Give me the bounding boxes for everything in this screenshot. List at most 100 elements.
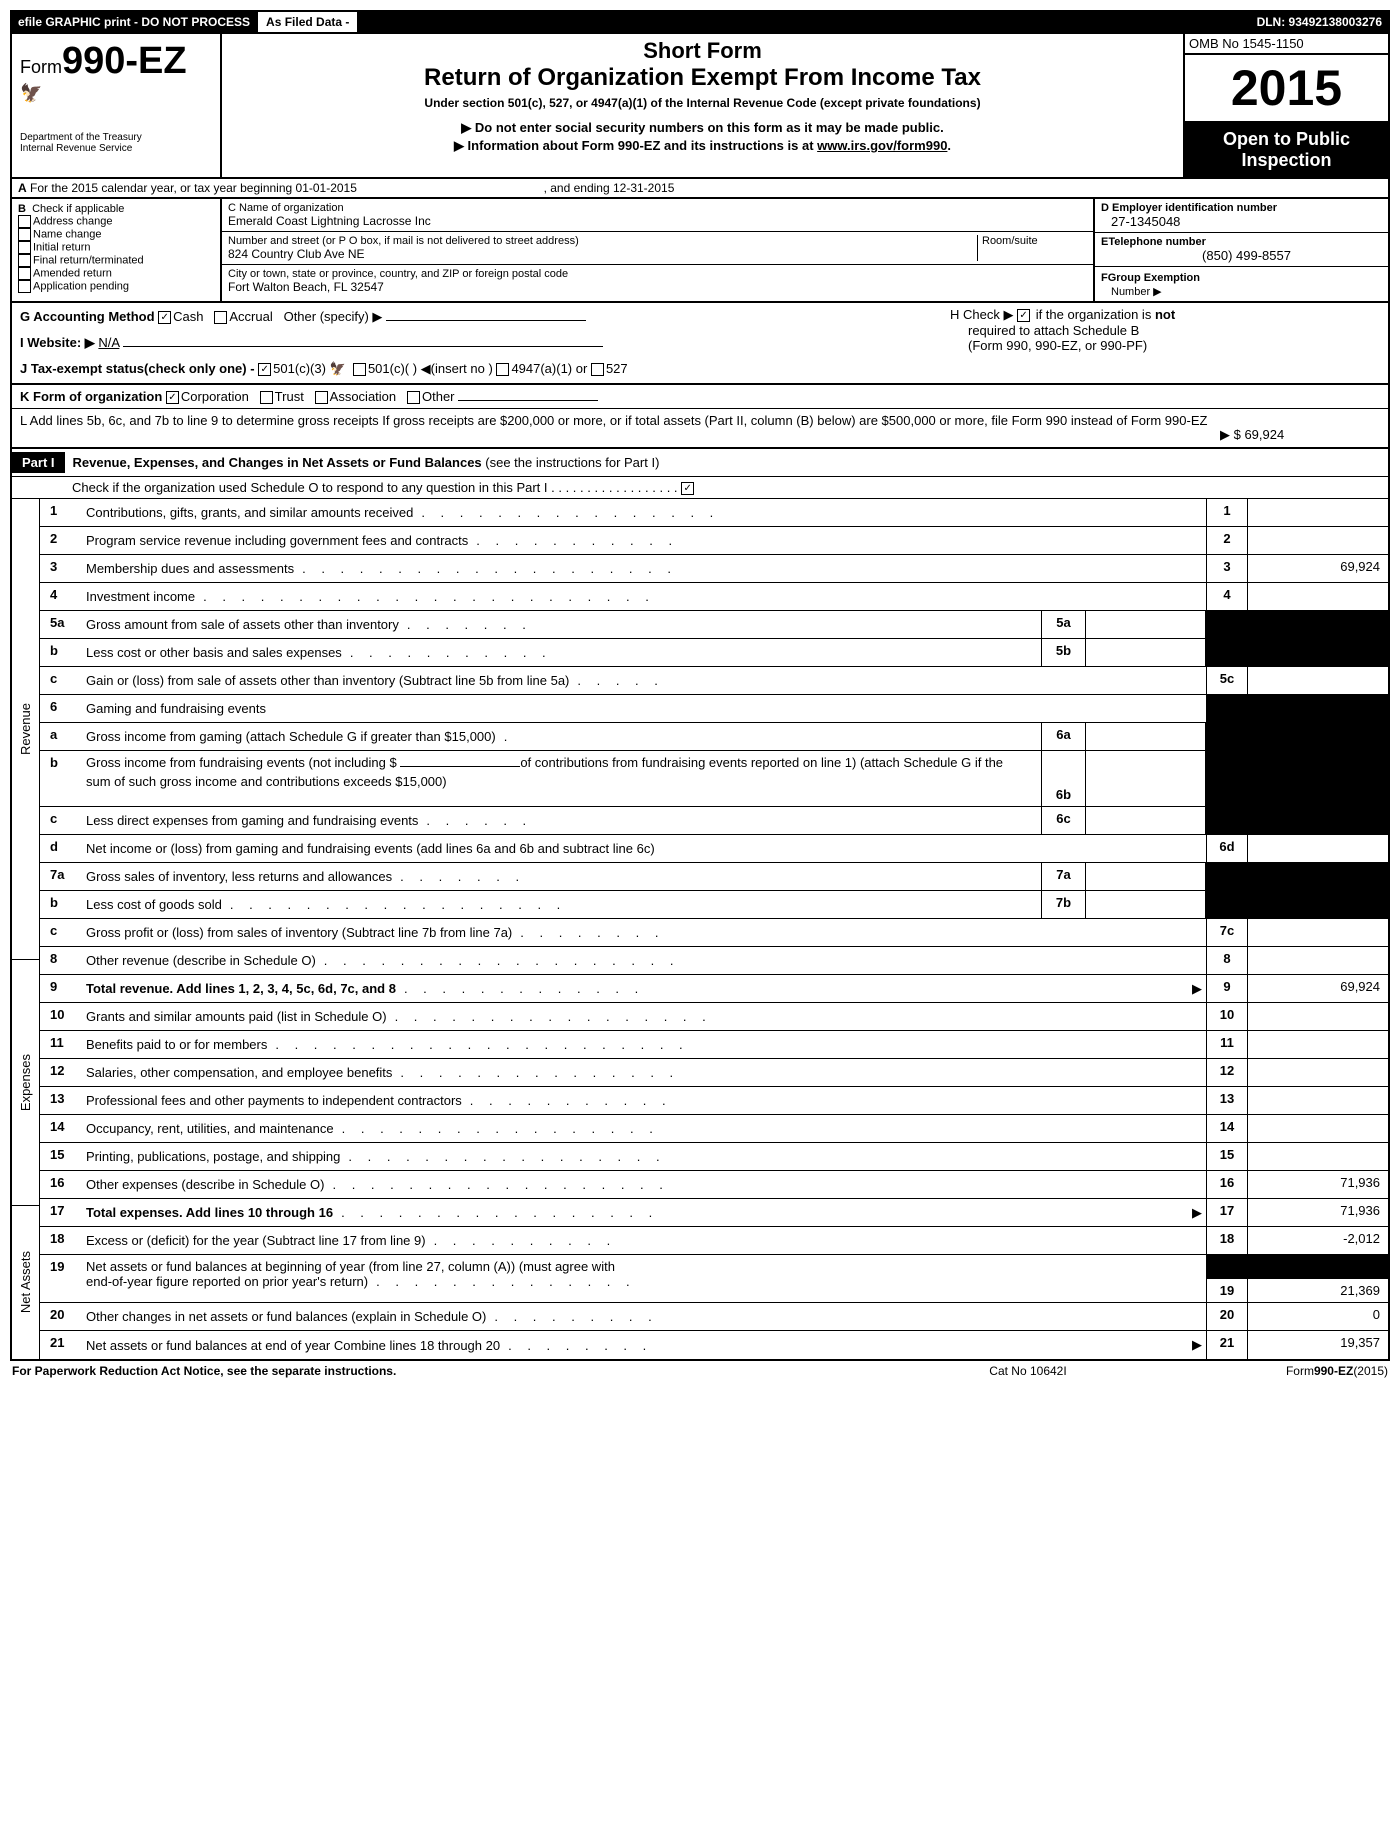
col-b: B Check if applicable Address change Nam… xyxy=(12,199,222,301)
c-city: City or town, state or province, country… xyxy=(222,265,1093,297)
tax-year: 2015 xyxy=(1185,55,1388,123)
side-expenses: Expenses xyxy=(14,1054,37,1111)
chk-trust[interactable] xyxy=(260,391,273,404)
top-bar: efile GRAPHIC print - DO NOT PROCESS As … xyxy=(10,10,1390,34)
line-12: 12 Salaries, other compensation, and emp… xyxy=(40,1059,1388,1087)
chk-cash[interactable]: ✓ xyxy=(158,311,171,324)
chk-527[interactable] xyxy=(591,363,604,376)
line-6b: b Gross income from fundraising events (… xyxy=(40,751,1388,807)
info-link-line: ▶ Information about Form 990-EZ and its … xyxy=(228,138,1177,154)
chk-501c3[interactable]: ✓ xyxy=(258,363,271,376)
line-21-amount: 19,357 xyxy=(1248,1331,1388,1359)
chk-initial-return[interactable]: Initial return xyxy=(18,241,214,254)
line-5c: c Gain or (loss) from sale of assets oth… xyxy=(40,667,1388,695)
line-20: 20 Other changes in net assets or fund b… xyxy=(40,1303,1388,1331)
f-group-exemption: FGroup Exemption Number ▶ xyxy=(1095,267,1388,301)
line-7b: b Less cost of goods sold. . . . . . . .… xyxy=(40,891,1388,919)
l-gross-receipts: L Add lines 5b, 6c, and 7b to line 9 to … xyxy=(10,409,1390,449)
line-20-amount: 0 xyxy=(1248,1303,1388,1330)
lines-column: 1 Contributions, gifts, grants, and simi… xyxy=(40,499,1388,1359)
topbar-left: efile GRAPHIC print - DO NOT PROCESS xyxy=(12,12,256,32)
line-16: 16 Other expenses (describe in Schedule … xyxy=(40,1171,1388,1199)
part1-header: Part I Revenue, Expenses, and Changes in… xyxy=(10,449,1390,477)
line-18-amount: -2,012 xyxy=(1248,1227,1388,1254)
chk-application-pending[interactable]: Application pending xyxy=(18,280,214,293)
org-name: Emerald Coast Lightning Lacrosse Inc xyxy=(228,214,1087,228)
chk-corporation[interactable]: ✓ xyxy=(166,391,179,404)
line-6d: d Net income or (loss) from gaming and f… xyxy=(40,835,1388,863)
phone-value: (850) 499-8557 xyxy=(1101,248,1382,263)
chk-accrual[interactable] xyxy=(214,311,227,324)
irs-eagle-icon: 🦅 xyxy=(20,83,212,104)
org-info-block: B Check if applicable Address change Nam… xyxy=(10,199,1390,303)
line-6: 6 Gaming and fundraising events xyxy=(40,695,1388,723)
row-a: A For the 2015 calendar year, or tax yea… xyxy=(10,179,1390,199)
line-4: 4 Investment income. . . . . . . . . . .… xyxy=(40,583,1388,611)
chk-other-org[interactable] xyxy=(407,391,420,404)
line-13: 13 Professional fees and other payments … xyxy=(40,1087,1388,1115)
c-name: C Name of organization Emerald Coast Lig… xyxy=(222,199,1093,232)
title-short-form: Short Form xyxy=(228,38,1177,64)
title-return: Return of Organization Exempt From Incom… xyxy=(228,64,1177,92)
chk-501c[interactable] xyxy=(353,363,366,376)
line-2: 2 Program service revenue including gove… xyxy=(40,527,1388,555)
line-10: 10 Grants and similar amounts paid (list… xyxy=(40,1003,1388,1031)
org-street: 824 Country Club Ave NE xyxy=(228,247,977,261)
dept-irs: Internal Revenue Service xyxy=(20,143,212,154)
line-1: 1 Contributions, gifts, grants, and simi… xyxy=(40,499,1388,527)
header-block: Form990-EZ 🦅 Department of the Treasury … xyxy=(10,34,1390,179)
footer-paperwork: For Paperwork Reduction Act Notice, see … xyxy=(12,1364,888,1378)
irs-link[interactable]: www.irs.gov/form990 xyxy=(817,138,947,153)
line-18: 18 Excess or (deficit) for the year (Sub… xyxy=(40,1227,1388,1255)
chk-amended-return[interactable]: Amended return xyxy=(18,267,214,280)
line-15: 15 Printing, publications, postage, and … xyxy=(40,1143,1388,1171)
side-labels: Revenue Expenses Net Assets xyxy=(12,499,40,1359)
c-address: Number and street (or P O box, if mail i… xyxy=(222,232,1093,265)
line-6c: c Less direct expenses from gaming and f… xyxy=(40,807,1388,835)
omb-number: OMB No 1545-1150 xyxy=(1185,34,1388,55)
dept-treasury: Department of the Treasury xyxy=(20,132,212,143)
footer-catno: Cat No 10642I xyxy=(888,1364,1168,1378)
room-suite: Room/suite xyxy=(977,235,1087,261)
header-right: OMB No 1545-1150 2015 Open to Public Ins… xyxy=(1183,34,1388,177)
part1-table: Revenue Expenses Net Assets 1 Contributi… xyxy=(10,499,1390,1361)
line-3: 3 Membership dues and assessments. . . .… xyxy=(40,555,1388,583)
section-subtitle: Under section 501(c), 527, or 4947(a)(1)… xyxy=(228,96,1177,110)
chk-4947[interactable] xyxy=(496,363,509,376)
footer-formno: Form990-EZ(2015) xyxy=(1168,1364,1388,1378)
ein-value: 27-1345048 xyxy=(1101,214,1382,229)
col-c: C Name of organization Emerald Coast Lig… xyxy=(222,199,1093,301)
chk-schedule-o[interactable]: ✓ xyxy=(681,482,694,495)
line-9: 9 Total revenue. Add lines 1, 2, 3, 4, 5… xyxy=(40,975,1388,1003)
org-city: Fort Walton Beach, FL 32547 xyxy=(228,280,1087,294)
col-def: D Employer identification number 27-1345… xyxy=(1093,199,1388,301)
chk-name-change[interactable]: Name change xyxy=(18,228,214,241)
line-14: 14 Occupancy, rent, utilities, and maint… xyxy=(40,1115,1388,1143)
line-19: 19 Net assets or fund balances at beginn… xyxy=(40,1255,1388,1303)
line-3-amount: 69,924 xyxy=(1248,555,1388,582)
e-phone: ETelephone number (850) 499-8557 xyxy=(1095,233,1388,267)
topbar-dln: DLN: 93492138003276 xyxy=(1251,12,1388,32)
ghij-block: G Accounting Method ✓Cash Accrual Other … xyxy=(10,303,1390,385)
label-a: A For the 2015 calendar year, or tax yea… xyxy=(12,179,680,197)
chk-h[interactable]: ✓ xyxy=(1017,309,1030,322)
gross-receipts-value: ▶ $ 69,924 xyxy=(1220,413,1380,443)
chk-final-return[interactable]: Final return/terminated xyxy=(18,254,214,267)
line-11: 11 Benefits paid to or for members. . . … xyxy=(40,1031,1388,1059)
ssn-warning: ▶ Do not enter social security numbers o… xyxy=(228,120,1177,136)
line-7c: c Gross profit or (loss) from sales of i… xyxy=(40,919,1388,947)
chk-association[interactable] xyxy=(315,391,328,404)
side-revenue: Revenue xyxy=(14,703,37,755)
line-17: 17 Total expenses. Add lines 10 through … xyxy=(40,1199,1388,1227)
line-16-amount: 71,936 xyxy=(1248,1171,1388,1198)
line-19-amount: 21,369 xyxy=(1248,1279,1388,1302)
h-schedule-b: H Check ▶ ✓ if the organization is not r… xyxy=(950,307,1380,353)
topbar-mid: As Filed Data - xyxy=(256,12,359,32)
side-net-assets: Net Assets xyxy=(14,1251,37,1313)
line-6a: a Gross income from gaming (attach Sched… xyxy=(40,723,1388,751)
form-number: Form990-EZ xyxy=(20,40,212,83)
page-footer: For Paperwork Reduction Act Notice, see … xyxy=(10,1361,1390,1381)
chk-address-change[interactable]: Address change xyxy=(18,215,214,228)
j-tax-exempt: J Tax-exempt status(check only one) - ✓5… xyxy=(20,361,1380,377)
line-9-amount: 69,924 xyxy=(1248,975,1388,1002)
